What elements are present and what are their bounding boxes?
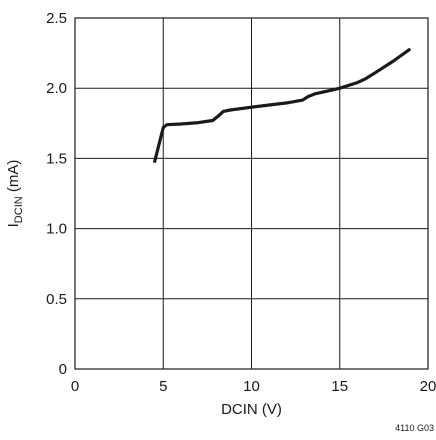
y-axis-label-main: I <box>5 223 22 227</box>
y-axis-label: IDCIN (mA) <box>5 160 25 228</box>
x-axis-label: DCIN (V) <box>221 401 282 418</box>
series-line <box>152 47 412 163</box>
tick-labels: 0 5 10 15 20 0 0.5 1.0 1.5 2.0 2.5 <box>46 10 436 395</box>
x-tick-label: 20 <box>420 378 436 395</box>
x-tick-label: 0 <box>71 378 79 395</box>
y-tick-label: 0 <box>59 361 67 378</box>
y-tick-label: 2.5 <box>46 10 67 27</box>
grid <box>75 18 428 369</box>
y-tick-label: 2.0 <box>46 80 67 97</box>
y-tick-label: 1.5 <box>46 150 67 167</box>
y-axis-label-unit: (mA) <box>5 160 22 197</box>
x-tick-label: 15 <box>331 378 348 395</box>
y-tick-label: 0.5 <box>46 291 67 308</box>
y-axis-label-subscript: DCIN <box>13 196 25 223</box>
y-tick-label: 1.0 <box>46 221 67 238</box>
figure-id: 4110 G03 <box>395 423 434 433</box>
plot-area-frame <box>74 17 429 370</box>
x-tick-label: 10 <box>243 378 260 395</box>
series-layer <box>152 47 412 163</box>
x-tick-label: 5 <box>159 378 167 395</box>
